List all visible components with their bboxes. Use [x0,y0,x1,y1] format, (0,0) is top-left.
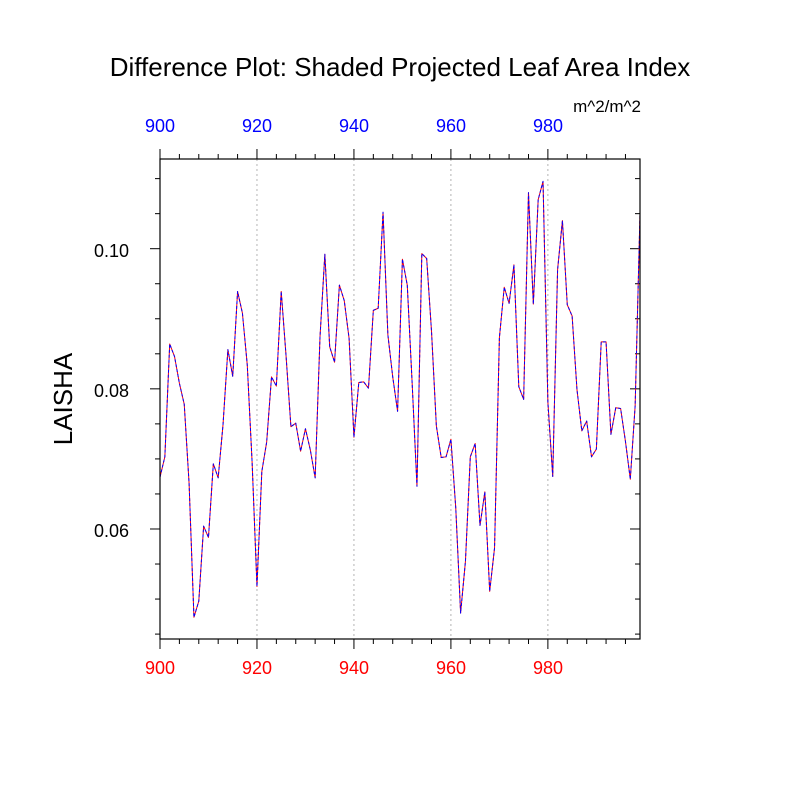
y-axis-label: LAISHA [48,352,78,445]
chart-title: Difference Plot: Shaded Projected Leaf A… [110,52,691,82]
bottom-x-tick-label: 960 [436,658,466,678]
axis-ticks [150,149,640,649]
y-tick-label: 0.06 [94,521,129,541]
units-label: m^2/m^2 [573,97,641,116]
bottom-x-tick-label: 900 [145,658,175,678]
data-series [159,180,641,618]
bottom-x-tick-label: 940 [339,658,369,678]
y-tick-label: 0.08 [94,381,129,401]
top-x-tick-labels: 900 920 940 960 980 [145,116,563,136]
top-x-tick-label: 980 [533,116,563,136]
top-x-tick-label: 960 [436,116,466,136]
plot-frame [159,158,641,640]
top-x-tick-label: 900 [145,116,175,136]
bottom-x-tick-labels: 900 920 940 960 980 [145,658,563,678]
bottom-x-tick-label: 980 [533,658,563,678]
bottom-x-tick-label: 920 [242,658,272,678]
top-x-tick-label: 940 [339,116,369,136]
top-x-tick-label: 920 [242,116,272,136]
y-tick-label: 0.10 [94,241,129,261]
series-b-line [159,180,641,618]
y-tick-labels: 0.06 0.08 0.10 [94,241,129,541]
